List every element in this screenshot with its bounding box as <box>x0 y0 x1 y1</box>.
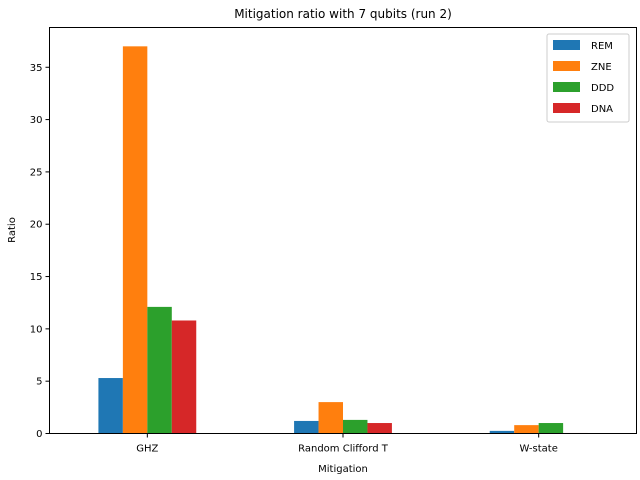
bar-rem-2 <box>489 430 515 434</box>
y-tick-label: 30 <box>30 115 43 126</box>
legend-label-rem: REM <box>591 41 613 52</box>
legend-swatch-dna <box>553 103 580 113</box>
bar-rem-0 <box>98 378 123 434</box>
x-axis-label: Mitigation <box>318 464 368 475</box>
bar-dna-1 <box>367 423 392 434</box>
y-tick-label: 15 <box>30 272 43 283</box>
y-axis: 0 5 10 15 20 25 30 35 <box>30 63 50 440</box>
bar-dna-0 <box>171 320 197 434</box>
legend-swatch-zne <box>553 61 580 71</box>
legend-swatch-rem <box>553 40 580 50</box>
legend-label-ddd: DDD <box>591 83 614 94</box>
bars-group <box>98 46 588 434</box>
legend-swatch-ddd <box>553 82 580 92</box>
y-tick-label: 0 <box>36 429 42 440</box>
legend-box <box>546 33 630 123</box>
y-tick-label: 35 <box>30 63 43 74</box>
bar-ddd-0 <box>147 306 172 434</box>
x-axis: GHZ Random Clifford T W-state <box>136 433 558 455</box>
plot-frame <box>49 27 637 434</box>
y-tick-label: 25 <box>30 167 43 178</box>
legend-label-zne: ZNE <box>591 62 612 73</box>
bar-ddd-2 <box>538 423 564 434</box>
x-tick-label: W-state <box>519 444 557 455</box>
bar-zne-2 <box>514 425 539 434</box>
y-axis-label: Ratio <box>7 217 18 243</box>
bar-zne-0 <box>122 46 148 434</box>
y-tick-label: 10 <box>30 324 43 335</box>
bar-zne-1 <box>318 402 343 434</box>
bar-ddd-1 <box>343 419 368 434</box>
chart-title: Mitigation ratio with 7 qubits (run 2) <box>234 7 452 21</box>
legend-label-dna: DNA <box>591 104 613 115</box>
y-tick-label: 5 <box>36 377 42 388</box>
x-tick-label: Random Clifford T <box>298 444 389 455</box>
y-tick-label: 20 <box>30 220 43 231</box>
bar-rem-1 <box>294 420 319 434</box>
legend: REM ZNE DDD DNA <box>546 33 630 123</box>
x-tick-label: GHZ <box>136 444 158 455</box>
